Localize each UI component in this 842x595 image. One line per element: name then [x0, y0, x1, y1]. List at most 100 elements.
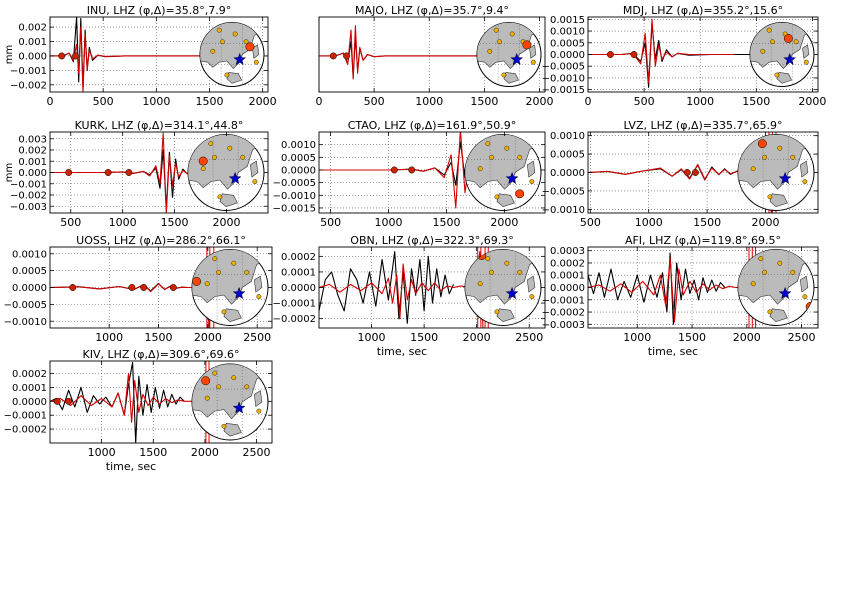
globe-inset: [476, 22, 542, 87]
x-tick-label: 2000: [525, 95, 553, 108]
panel-title: KURK, LHZ (φ,Δ)=314.1°,44.8°: [75, 119, 244, 132]
y-tick-label: −0.0005: [542, 186, 585, 197]
island: [496, 308, 515, 323]
arrival-marker: [683, 169, 691, 176]
x-tick-label: 2000: [212, 216, 240, 229]
x-tick-label: 2000: [463, 331, 491, 344]
y-tick-label: −0.0002: [4, 425, 47, 436]
axes-frame: [318, 16, 546, 93]
x-tick-label: 2500: [515, 331, 543, 344]
y-tick-label: 0.0000: [550, 283, 585, 294]
y-tick-label: 0.0002: [550, 258, 585, 269]
x-tick-label: 2000: [194, 331, 222, 344]
y-tick-label: 0.000: [18, 51, 47, 62]
y-tick-label: −0.001: [10, 66, 47, 77]
event-star-icon: [783, 52, 797, 66]
globe-land: [192, 364, 268, 440]
other-station-icon: [212, 256, 218, 262]
y-tick-label: −0.0010: [542, 73, 585, 84]
other-station-icon: [221, 309, 227, 315]
y-axis-label: mm: [4, 163, 15, 182]
other-station-icon: [256, 408, 262, 414]
other-station-icon: [210, 48, 216, 54]
panel-title: CTAO, LHZ (φ,Δ)=161.9°,50.9°: [348, 119, 517, 132]
x-tick-label: 1000: [415, 95, 443, 108]
other-station-icon: [244, 269, 250, 275]
other-station-icon: [477, 281, 483, 287]
x-tick-label: 1000: [142, 95, 170, 108]
globe-land: [192, 249, 268, 326]
y-tick-label: −0.003: [10, 202, 47, 213]
other-station-icon: [477, 166, 483, 172]
other-station-icon: [802, 179, 808, 185]
globe-inset: [749, 22, 815, 87]
x-axis-label: time, sec: [106, 460, 156, 473]
island: [526, 160, 536, 178]
x-axis-label: time, sec: [377, 345, 427, 358]
x-tick-label: 1000: [109, 216, 137, 229]
arrival-marker: [140, 284, 148, 291]
x-tick-label: 1500: [742, 95, 770, 108]
panel-title: UOSS, LHZ (φ,Δ)=286.2°,66.1°: [76, 234, 246, 247]
arrival-marker: [58, 52, 66, 60]
globe-land: [200, 22, 264, 87]
event-star-icon: [228, 171, 242, 185]
panel-2: 0 500 1000 1500 2000 MAJO, LHZ (φ,Δ)=35.7°,9.…: [316, 4, 554, 108]
x-tick-label: 500: [93, 95, 114, 108]
other-station-icon: [204, 281, 210, 287]
other-station-icon: [509, 31, 515, 37]
other-station-icon: [762, 154, 767, 160]
y-tick-label: 0.0000: [550, 168, 585, 179]
x-tick-label: 2000: [733, 331, 761, 344]
other-station-icon: [200, 166, 206, 172]
x-tick-label: 0: [585, 95, 592, 108]
y-tick-label: 0.002: [18, 146, 47, 157]
y-tick-label: −0.0001: [542, 295, 585, 306]
x-tick-label: 1500: [432, 216, 460, 229]
other-station-icon: [529, 179, 535, 185]
y-tick-label: 0.0000: [281, 283, 316, 294]
island: [253, 275, 263, 293]
x-tick-label: 2500: [243, 331, 271, 344]
x-tick-label: 500: [364, 95, 385, 108]
x-tick-label: 1500: [196, 95, 224, 108]
y-tick-label: −0.001: [10, 179, 47, 190]
y-tick-label: 0.0000: [12, 283, 47, 294]
synthetic-trace: [50, 372, 210, 423]
event-star-icon: [505, 171, 519, 185]
other-station-icon: [243, 39, 249, 45]
other-station-icon: [212, 154, 218, 160]
other-station-icon: [224, 72, 230, 78]
y-tick-label: 0.0005: [550, 38, 585, 49]
arrival-marker: [606, 51, 614, 58]
arrival-marker: [104, 169, 112, 176]
plot-content: [319, 25, 540, 80]
panel-8: 1000 1500 2000 2500 −0.0002 −0.0001 0.0000 0.00…: [273, 234, 546, 358]
x-tick-label: 1000: [623, 331, 651, 344]
panel-9: 1000 1500 2000 2500−0.0003−0.0002−0.00010.0…: [542, 234, 819, 358]
panel-1: 0 500 1000 1500 2000 −0.002 −0.001 0.000 0.001 0.…: [4, 4, 277, 108]
plot-content: [588, 18, 757, 88]
y-tick-label: −0.0001: [273, 299, 316, 310]
globe-inset: [199, 22, 265, 87]
y-tick-label: 0.0002: [281, 252, 316, 263]
other-station-icon: [221, 423, 227, 429]
other-station-icon: [802, 294, 808, 300]
y-tick-label: 0.000: [18, 168, 47, 179]
y-axis-label: mm: [4, 45, 15, 64]
other-station-icon: [216, 384, 222, 390]
island: [249, 160, 259, 178]
y-tick-label: −0.002: [10, 191, 47, 202]
x-tick-label: 1000: [635, 216, 663, 229]
globe-land: [465, 249, 541, 326]
arrival-marker: [72, 52, 79, 60]
x-tick-label: 1000: [358, 331, 386, 344]
other-station-icon: [216, 27, 222, 33]
x-tick-label: 1500: [145, 331, 173, 344]
y-tick-label: 0.0010: [550, 27, 585, 38]
other-station-icon: [496, 39, 502, 45]
x-tick-label: 2000: [490, 216, 518, 229]
axes-frame: [49, 360, 273, 444]
y-tick-label: −0.0002: [273, 314, 316, 325]
